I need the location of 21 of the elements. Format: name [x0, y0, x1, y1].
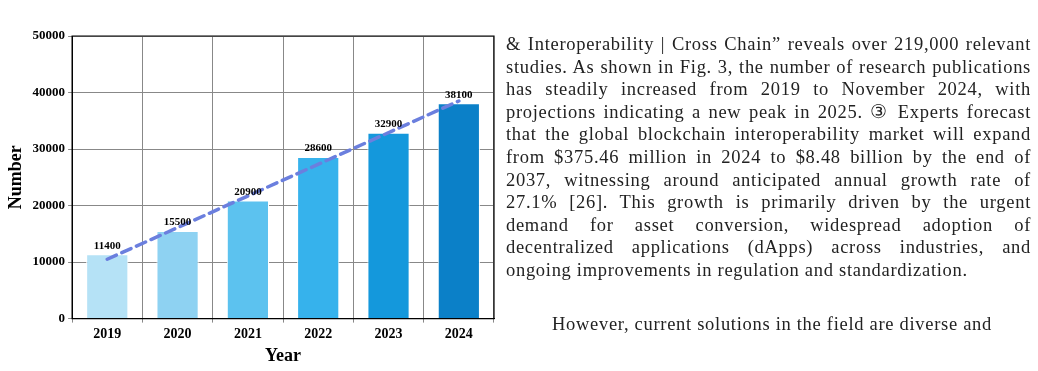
x-tick-label: 2021: [233, 325, 262, 341]
y-tick-label: 40000: [32, 83, 66, 99]
x-tick-label: 2023: [374, 325, 403, 341]
y-axis-title: Number: [5, 145, 26, 210]
y-tick-label: 20000: [32, 196, 66, 212]
x-tick-label: 2019: [93, 325, 122, 341]
x-tick-label: 2022: [304, 325, 333, 341]
text: However, current solutions in the field are diverse and: [551, 312, 993, 336]
x-tick-label: 2020: [163, 325, 192, 341]
x-axis-title: Year: [265, 344, 302, 365]
text: & Interoperability | Cross Chain” reveals over 219,000 relevant studies. As shown in Fig. 3, the number of research publications has steadily increased from 2019 to November 2024, with projections indicating a new peak in 2025. ③ Experts forecast that the global blockchain interoperability market will expand from $375.46 million in 2024 to $8.48 billion by the end of 2037, witnessing around anticipated annual growth rate of 27.1% [26]. This growth is primarily driven by the urgent demand for asset conversion, widespread adoption of decentralized applications (dApps) across industries, and ongoing improvements in regulation and standardization.: [506, 34, 1031, 280]
data-label: 15500: [163, 215, 192, 228]
y-tick-label: 10000: [32, 253, 66, 269]
y-tick-label: 30000: [32, 140, 66, 156]
x-tick-label: 2024: [444, 325, 473, 341]
data-label: 32900: [374, 116, 403, 129]
data-label: 11400: [93, 238, 122, 251]
data-label: 38100: [445, 87, 474, 100]
data-label: 28600: [304, 141, 333, 154]
y-tick-label: 50000: [32, 27, 66, 43]
y-tick-label: 0: [58, 309, 66, 325]
